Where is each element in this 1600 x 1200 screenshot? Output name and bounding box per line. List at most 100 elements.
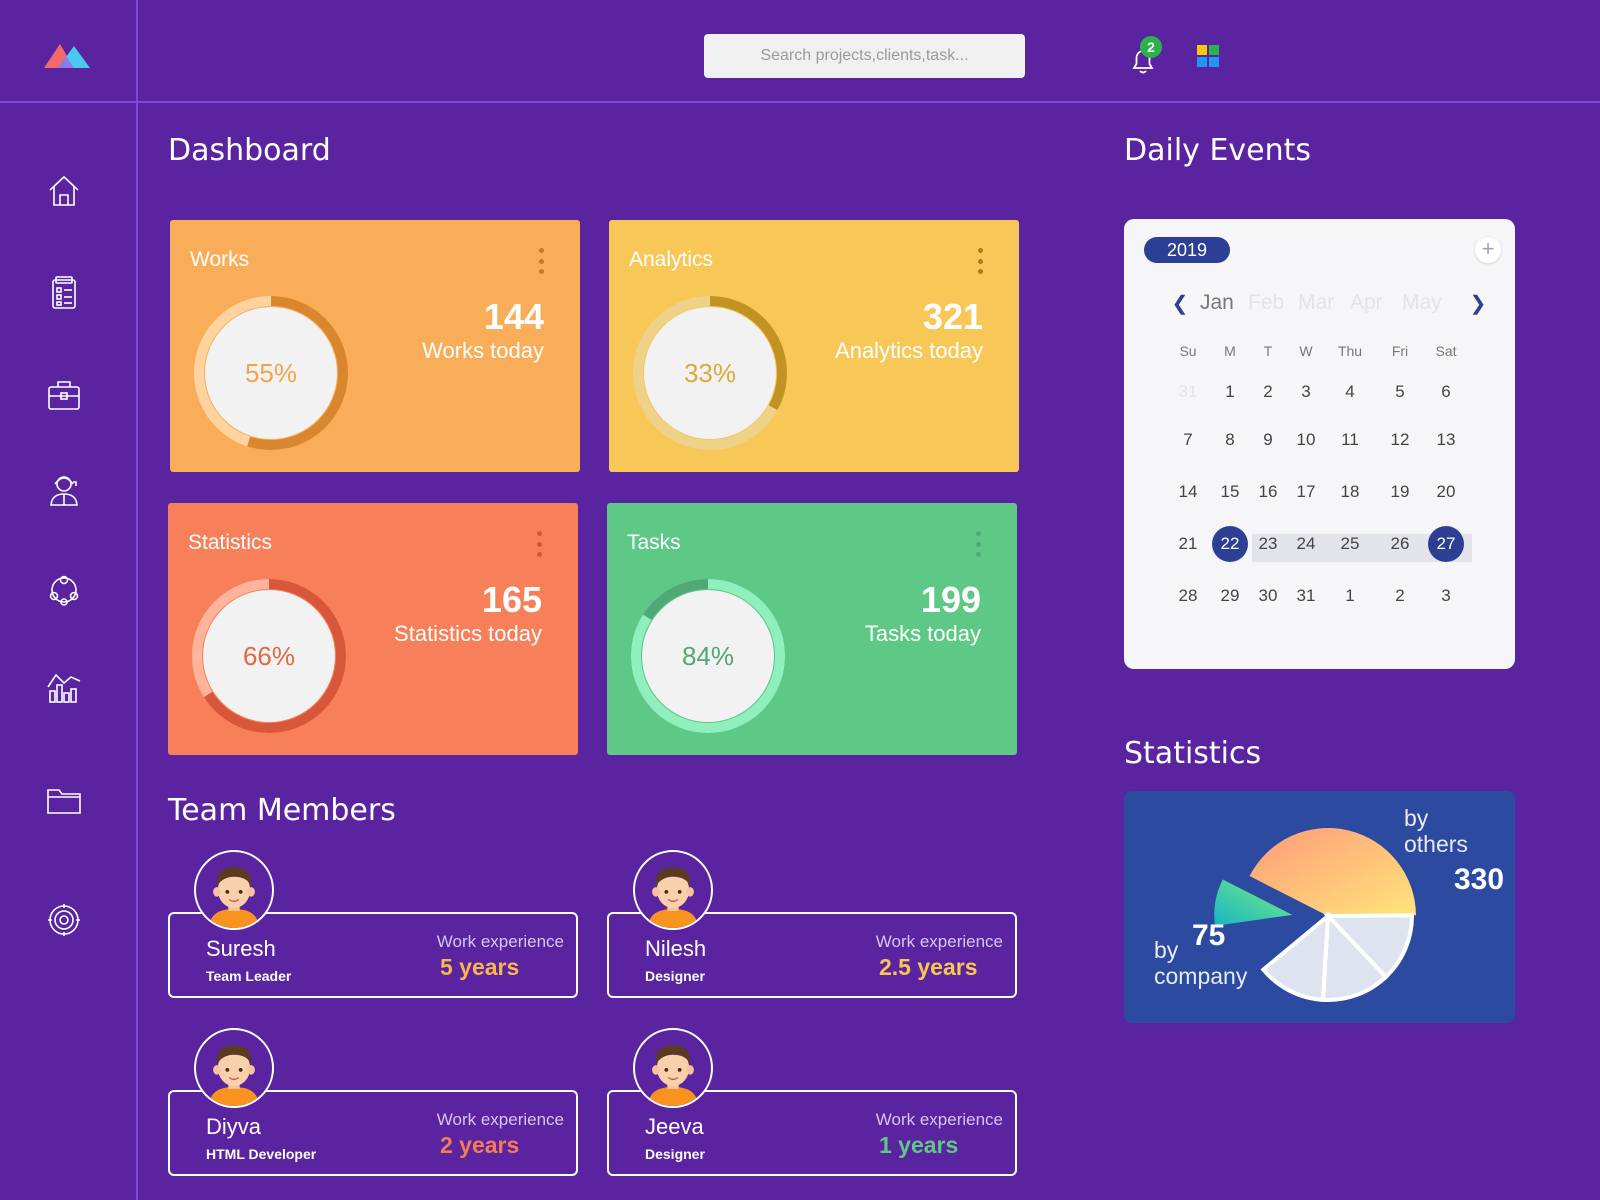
stat-card-tasks[interactable]: Tasks 84% 199 Tasks today: [607, 503, 1017, 755]
work-experience-value: 2 years: [440, 1132, 520, 1158]
pie-slice-by-others[interactable]: [1249, 828, 1416, 916]
calendar-day[interactable]: 2: [1395, 586, 1405, 605]
calendar-day[interactable]: 1: [1345, 586, 1355, 605]
user-support-icon[interactable]: [44, 470, 84, 510]
calendar-day[interactable]: 23: [1258, 534, 1278, 553]
top-bar: [0, 0, 1600, 103]
calendar-day[interactable]: 16: [1258, 482, 1278, 501]
pie-slice-by-others-part[interactable]: [1323, 913, 1414, 980]
month-apr[interactable]: Apr: [1350, 291, 1383, 314]
team-member-card[interactable]: Diyva HTML Developer Work experience 2 year…: [168, 1090, 578, 1176]
chevron-left-icon[interactable]: ❮: [1171, 293, 1189, 315]
sidebar: [0, 0, 138, 1200]
calendar-day[interactable]: 21: [1178, 534, 1198, 553]
calendar-day[interactable]: 22: [1212, 526, 1248, 562]
work-experience-label: Work experience: [875, 1110, 1003, 1129]
month-feb[interactable]: Feb: [1248, 291, 1285, 314]
reports-chart-icon[interactable]: [44, 667, 84, 707]
calendar-day[interactable]: 9: [1263, 430, 1273, 449]
app-logo[interactable]: [44, 40, 90, 70]
notification-badge: 2: [1140, 36, 1162, 58]
calendar-day[interactable]: 12: [1390, 430, 1410, 449]
avatar[interactable]: [194, 1028, 274, 1108]
calendar-day[interactable]: 2: [1263, 382, 1273, 401]
search-input[interactable]: [704, 34, 1025, 78]
calendar-day[interactable]: 3: [1301, 382, 1311, 401]
stat-card-analytics[interactable]: Analytics 33% 321 Analytics today: [609, 220, 1019, 472]
calendar-day[interactable]: 17: [1296, 482, 1316, 501]
calendar-year-pill[interactable]: 2019: [1144, 237, 1230, 263]
calendar-day[interactable]: 1: [1225, 382, 1235, 401]
calendar-day[interactable]: 7: [1183, 430, 1193, 449]
weekday-label: Thu: [1337, 343, 1363, 359]
month-jan[interactable]: Jan: [1200, 291, 1234, 314]
team-member-card[interactable]: Nilesh Designer Work experience 2.5 years: [607, 912, 1017, 998]
weekday-label: Su: [1179, 343, 1197, 359]
more-vertical-icon[interactable]: [975, 531, 981, 557]
calendar-day[interactable]: 27: [1428, 526, 1464, 562]
task-list-icon[interactable]: [44, 274, 84, 314]
calendar-day[interactable]: 3: [1441, 586, 1451, 605]
month-may[interactable]: May: [1402, 291, 1442, 314]
more-vertical-icon[interactable]: [538, 248, 544, 274]
calendar-day[interactable]: 28: [1178, 586, 1198, 605]
calendar-day[interactable]: 10: [1296, 430, 1316, 449]
calendar-day[interactable]: 31: [1296, 586, 1316, 605]
calendar-day[interactable]: 8: [1225, 430, 1235, 449]
calendar-day[interactable]: 30: [1258, 586, 1278, 605]
apps-grid-icon[interactable]: [1197, 45, 1219, 67]
calendar-day[interactable]: 25: [1340, 534, 1360, 553]
calendar-day[interactable]: 24: [1296, 534, 1316, 553]
avatar[interactable]: [633, 850, 713, 930]
pie-slice-by-company[interactable]: [1214, 879, 1293, 926]
calendar-day[interactable]: 26: [1390, 534, 1410, 553]
card-count: 199: [920, 579, 981, 620]
member-role: Designer: [645, 968, 705, 984]
avatar[interactable]: [633, 1028, 713, 1108]
by-others-label: by others: [1404, 805, 1468, 857]
pie-slice-by-others-part[interactable]: [1260, 911, 1331, 1002]
team-member-card[interactable]: Jeeva Designer Work experience 1 years: [607, 1090, 1017, 1176]
progress-ring: [631, 579, 785, 733]
calendar-day[interactable]: 4: [1345, 382, 1355, 401]
calendar-day[interactable]: 19: [1390, 482, 1410, 501]
month-mar[interactable]: Mar: [1298, 291, 1335, 314]
work-experience-label: Work experience: [436, 1110, 564, 1129]
calendar-day[interactable]: 14: [1178, 482, 1198, 501]
card-count: 165: [481, 579, 542, 620]
calendar-day[interactable]: 15: [1220, 482, 1240, 501]
folder-icon[interactable]: [44, 780, 84, 820]
calendar-day[interactable]: 18: [1340, 482, 1360, 501]
calendar-day[interactable]: 29: [1220, 586, 1240, 605]
home-icon[interactable]: [44, 171, 84, 211]
card-count: 144: [483, 296, 544, 337]
add-event-button[interactable]: +: [1475, 237, 1501, 263]
calendar-day[interactable]: 5: [1395, 382, 1405, 401]
settings-gear-icon[interactable]: [44, 900, 84, 940]
statistics-title: Statistics: [1124, 736, 1262, 771]
card-count: 321: [922, 296, 983, 337]
pie-slice-by-others-part[interactable]: [1320, 911, 1389, 1002]
more-vertical-icon[interactable]: [536, 531, 542, 557]
calendar: 2019 + ❮ ❯ Jan Feb Mar Apr May Su M T W Thu Fri Sat…: [1124, 219, 1515, 669]
calendar-day[interactable]: 13: [1436, 430, 1456, 449]
briefcase-icon[interactable]: [44, 375, 84, 415]
calendar-day[interactable]: 31: [1178, 382, 1198, 401]
calendar-day[interactable]: 11: [1341, 430, 1359, 449]
work-experience-label: Work experience: [875, 932, 1003, 951]
card-subtitle: Statistics today: [394, 621, 542, 646]
weekday-label: M: [1224, 343, 1236, 359]
member-name: Diyva: [206, 1114, 262, 1139]
stat-card-works[interactable]: Works 55% 144 Works today: [170, 220, 580, 472]
calendar-day[interactable]: 20: [1436, 482, 1456, 501]
more-vertical-icon[interactable]: [977, 248, 983, 274]
network-icon[interactable]: [44, 570, 84, 610]
chevron-right-icon[interactable]: ❯: [1469, 293, 1487, 315]
avatar[interactable]: [194, 850, 274, 930]
calendar-day[interactable]: 6: [1441, 382, 1451, 401]
team-member-card[interactable]: Suresh Team Leader Work experience 5 years: [168, 912, 578, 998]
weekday-label: W: [1299, 343, 1313, 359]
stat-card-statistics[interactable]: Statistics 66% 165 Statistics today: [168, 503, 578, 755]
card-percent: 55%: [244, 358, 298, 388]
card-title: Works: [190, 248, 250, 271]
